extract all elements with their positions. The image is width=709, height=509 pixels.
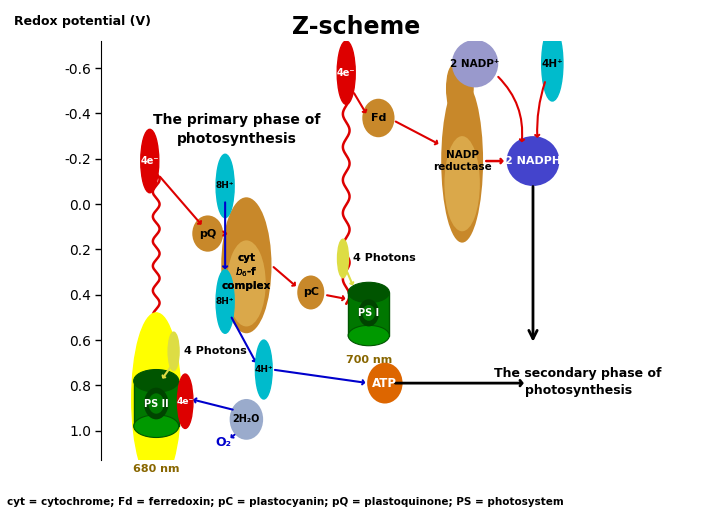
Ellipse shape (362, 305, 375, 321)
Text: 4H⁺: 4H⁺ (255, 365, 273, 374)
Text: 4H⁺: 4H⁺ (542, 59, 563, 69)
Text: 2 NADP⁺: 2 NADP⁺ (450, 59, 500, 69)
Ellipse shape (359, 299, 379, 326)
Text: 8H⁺: 8H⁺ (216, 297, 235, 306)
Text: cyt
$b_6$-f
complex: cyt $b_6$-f complex (222, 253, 271, 291)
Text: 700 nm: 700 nm (345, 355, 392, 365)
Circle shape (447, 66, 459, 111)
Text: pQ: pQ (199, 229, 216, 239)
Ellipse shape (362, 99, 394, 137)
Text: 8H⁺: 8H⁺ (216, 182, 235, 190)
Title: Z-scheme: Z-scheme (291, 15, 420, 39)
Ellipse shape (507, 136, 559, 186)
Text: 2 NADPH: 2 NADPH (505, 156, 561, 166)
Circle shape (337, 239, 348, 278)
Circle shape (177, 374, 193, 429)
Text: 680 nm: 680 nm (133, 464, 179, 474)
Ellipse shape (221, 197, 272, 333)
Text: Fd: Fd (371, 113, 386, 123)
Ellipse shape (134, 415, 179, 438)
Circle shape (216, 270, 234, 333)
Text: Redox potential (V): Redox potential (V) (14, 15, 151, 29)
Circle shape (462, 66, 473, 107)
Text: cyt = cytochrome; Fd = ferredoxin; pC = plastocyanin; pQ = plastoquinone; PS = p: cyt = cytochrome; Fd = ferredoxin; pC = … (7, 497, 564, 507)
Text: ATP: ATP (372, 377, 397, 389)
Ellipse shape (144, 388, 169, 419)
Circle shape (337, 41, 355, 104)
Ellipse shape (367, 363, 403, 404)
Text: 4e⁻: 4e⁻ (337, 68, 355, 78)
Text: 4e⁻: 4e⁻ (177, 397, 194, 406)
Ellipse shape (445, 136, 480, 231)
Ellipse shape (297, 275, 324, 309)
Text: cyt
$b_6$-f
complex: cyt $b_6$-f complex (222, 253, 271, 291)
Ellipse shape (348, 282, 389, 303)
Text: PS II: PS II (144, 399, 169, 409)
Text: pC: pC (303, 288, 319, 297)
Text: The primary phase of
photosynthesis: The primary phase of photosynthesis (153, 113, 320, 146)
Ellipse shape (192, 215, 223, 251)
Ellipse shape (348, 325, 389, 346)
Text: 2H₂O: 2H₂O (233, 414, 260, 425)
FancyBboxPatch shape (348, 293, 389, 335)
Ellipse shape (441, 79, 483, 243)
Text: 4 Photons: 4 Photons (184, 347, 247, 356)
Circle shape (132, 313, 181, 485)
Ellipse shape (134, 370, 179, 392)
Text: The secondary phase of
photosynthesis: The secondary phase of photosynthesis (494, 367, 661, 397)
Text: 4 Photons: 4 Photons (353, 253, 416, 264)
Ellipse shape (148, 393, 164, 414)
Ellipse shape (227, 240, 266, 326)
Text: NADP
reductase: NADP reductase (432, 150, 491, 172)
Circle shape (168, 332, 179, 371)
Text: O₂: O₂ (216, 436, 232, 448)
Ellipse shape (452, 40, 498, 88)
Circle shape (255, 340, 272, 399)
Circle shape (216, 154, 234, 218)
Text: 4e⁻: 4e⁻ (140, 156, 159, 166)
Circle shape (141, 129, 159, 193)
Text: PS I: PS I (358, 308, 379, 318)
Ellipse shape (230, 399, 263, 440)
FancyBboxPatch shape (134, 381, 179, 426)
Circle shape (542, 26, 563, 101)
